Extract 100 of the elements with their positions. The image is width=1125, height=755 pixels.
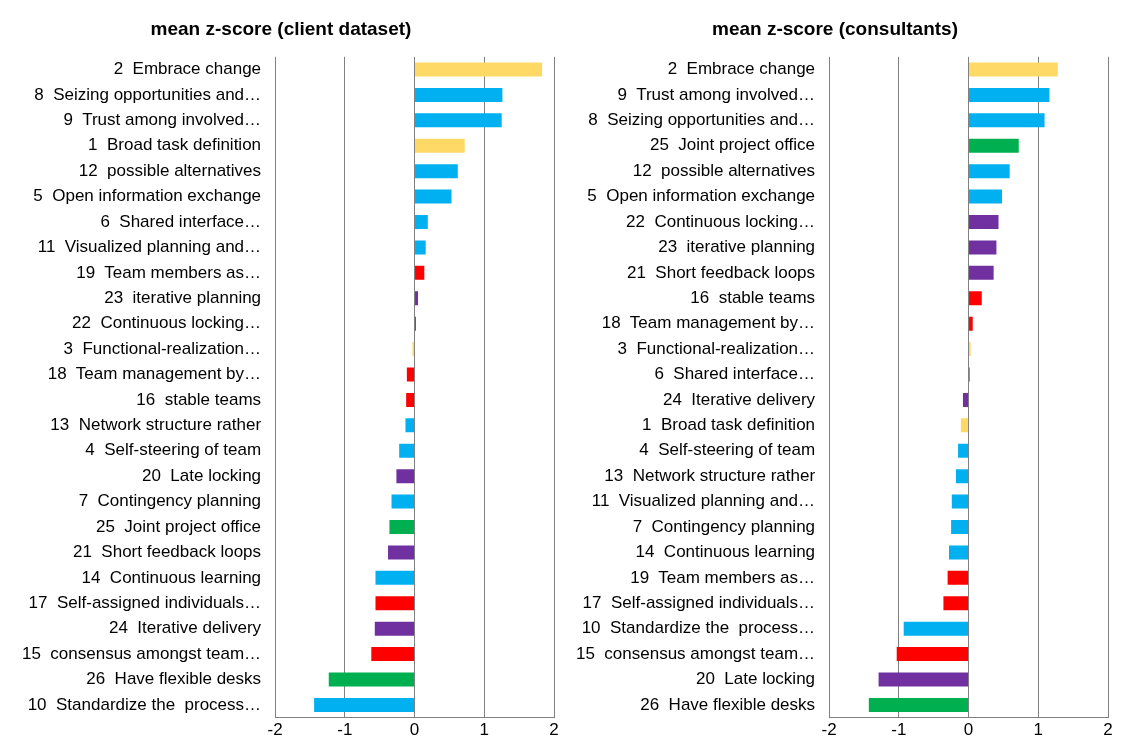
y-tick-label: 1 Broad task definition — [642, 415, 816, 435]
bar — [962, 392, 969, 407]
bar — [415, 138, 465, 153]
bar — [969, 316, 973, 331]
bar — [399, 443, 415, 458]
bar — [415, 240, 426, 255]
bar — [391, 494, 415, 509]
bar — [960, 418, 969, 433]
bar — [415, 164, 458, 179]
y-tick-label: 2 Embrace change — [113, 59, 262, 79]
x-tick-label: 0 — [963, 720, 974, 740]
y-tick-label: 25 Joint project office — [650, 135, 816, 155]
x-tick-label: 2 — [549, 720, 559, 740]
y-tick-label: 13 Network structure rather — [50, 415, 262, 435]
y-tick-label: 19 Team members as… — [76, 262, 262, 282]
bar — [389, 520, 415, 534]
y-tick-label: 12 possible alternatives — [632, 160, 816, 180]
y-tick-label: 14 Continuous learning — [81, 567, 262, 587]
x-tick-label: -1 — [337, 720, 353, 740]
bar — [375, 570, 415, 585]
bar — [969, 265, 994, 280]
bar — [969, 87, 1050, 102]
y-tick-label: 3 Functional-realization… — [63, 338, 262, 358]
x-tick-label: 2 — [1103, 720, 1113, 740]
bar — [406, 367, 415, 382]
bar — [903, 621, 969, 636]
y-tick-label: 19 Team members as… — [630, 567, 816, 587]
y-tick-label: 17 Self-assigned individuals… — [582, 592, 816, 612]
bar — [969, 62, 1058, 77]
bar — [969, 138, 1019, 153]
y-tick-label: 1 Broad task definition — [88, 135, 262, 155]
bar — [314, 697, 415, 712]
y-tick-label: 11 Visualized planning and… — [591, 491, 816, 511]
y-tick-label: 15 consensus amongst team… — [21, 643, 262, 663]
bar — [951, 494, 969, 509]
bar — [951, 520, 969, 534]
bar — [878, 672, 969, 687]
y-tick-label: 22 Continuous locking… — [626, 211, 816, 231]
bar — [405, 418, 415, 433]
bar — [415, 291, 419, 306]
chart-title: mean z-score (client dataset) — [150, 17, 412, 39]
x-tick-label: 1 — [479, 720, 489, 740]
bar — [371, 647, 415, 662]
y-tick-label: 20 Late locking — [695, 669, 816, 689]
y-tick-label: 10 Standardize the process… — [581, 618, 816, 638]
y-tick-label: 17 Self-assigned individuals… — [28, 592, 262, 612]
y-tick-label: 8 Seizing opportunities and… — [34, 84, 262, 104]
y-tick-label: 15 consensus amongst team… — [575, 643, 816, 663]
y-tick-label: 20 Late locking — [141, 465, 262, 485]
bar — [969, 215, 999, 229]
bar — [949, 545, 969, 560]
bar — [328, 672, 415, 687]
y-tick-label: 23 iterative planning — [104, 287, 262, 307]
bar — [947, 570, 969, 585]
y-tick-label: 5 Open information exchange — [587, 186, 816, 206]
y-tick-label: 9 Trust among involved… — [617, 84, 816, 104]
bar — [969, 240, 997, 255]
y-tick-label: 16 stable teams — [690, 287, 816, 307]
bar — [396, 469, 415, 484]
x-tick-label: -2 — [267, 720, 283, 740]
y-tick-label: 23 iterative planning — [658, 237, 816, 257]
bar — [969, 189, 1003, 204]
y-tick-label: 22 Continuous locking… — [72, 313, 262, 333]
bar — [896, 647, 969, 662]
bar — [415, 87, 503, 102]
y-tick-label: 6 Shared interface… — [100, 211, 262, 231]
bar — [375, 596, 415, 611]
bar — [943, 596, 969, 611]
bar — [415, 265, 425, 280]
bar — [388, 545, 415, 560]
y-tick-label: 4 Self-steering of team — [639, 440, 816, 460]
x-tick-label: -1 — [891, 720, 907, 740]
y-tick-label: 24 Iterative delivery — [662, 389, 816, 409]
bar — [969, 291, 982, 306]
y-tick-label: 26 Have flexible desks — [86, 669, 262, 689]
y-tick-label: 5 Open information exchange — [33, 186, 262, 206]
x-tick-label: 0 — [409, 720, 420, 740]
bar — [958, 443, 969, 458]
y-tick-label: 11 Visualized planning and… — [37, 237, 262, 257]
y-tick-label: 3 Functional-realization… — [617, 338, 816, 358]
y-tick-label: 14 Continuous learning — [635, 542, 816, 562]
y-tick-label: 9 Trust among involved… — [63, 110, 262, 130]
y-tick-label: 7 Contingency planning — [632, 516, 816, 536]
y-tick-label: 21 Short feedback loops — [626, 262, 816, 282]
bar — [415, 189, 452, 204]
y-tick-label: 10 Standardize the process… — [27, 694, 262, 714]
x-tick-label: 1 — [1033, 720, 1043, 740]
chart-title: mean z-score (consultants) — [712, 17, 958, 39]
bar — [969, 113, 1045, 128]
bar — [868, 697, 969, 712]
x-tick-label: -2 — [821, 720, 837, 740]
bar — [415, 113, 502, 128]
y-tick-label: 6 Shared interface… — [654, 364, 816, 384]
bar — [969, 164, 1010, 179]
y-tick-label: 16 stable teams — [136, 389, 262, 409]
y-tick-label: 8 Seizing opportunities and… — [588, 110, 816, 130]
bar — [955, 469, 969, 484]
y-tick-label: 2 Embrace change — [667, 59, 816, 79]
y-tick-label: 7 Contingency planning — [78, 491, 262, 511]
y-tick-label: 12 possible alternatives — [78, 160, 262, 180]
